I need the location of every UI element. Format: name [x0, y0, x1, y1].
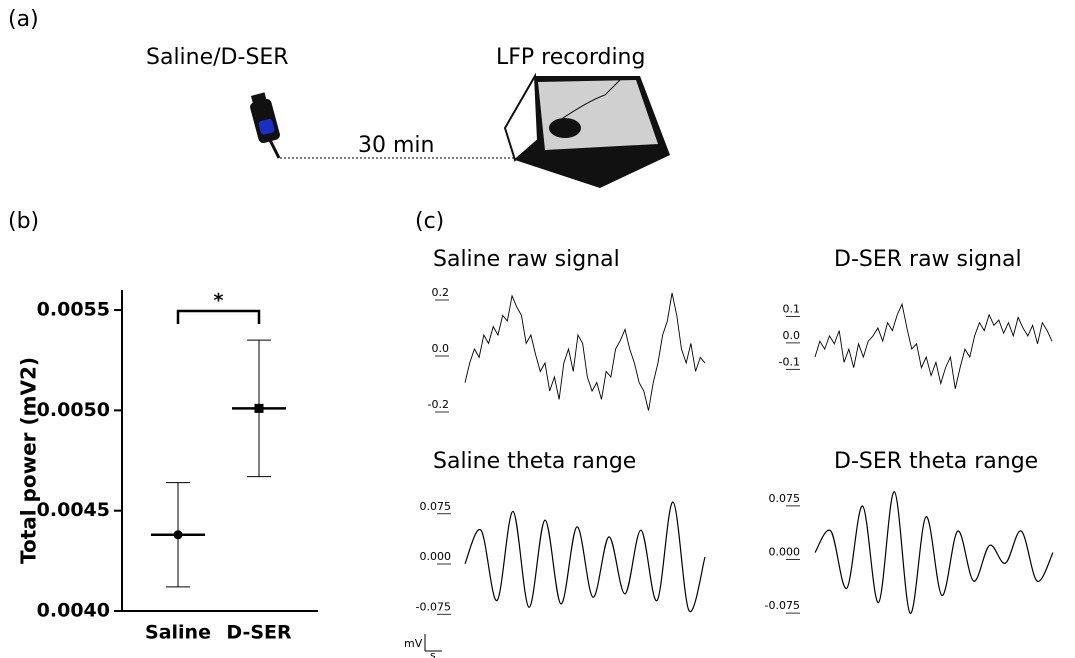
trace-line	[815, 304, 1052, 389]
y-tick-label: 0.000	[769, 546, 801, 559]
marker	[255, 404, 264, 413]
significance-bracket	[178, 311, 259, 324]
trace-line	[465, 293, 705, 411]
trace-line	[465, 502, 705, 612]
scale-unit: mV	[404, 637, 423, 650]
y-axis-label: Total power (mV2)	[17, 357, 41, 564]
y-tick-label: 0.0050	[37, 399, 110, 421]
trace-title: Saline raw signal	[433, 247, 620, 272]
y-tick-label: -0.2	[428, 398, 449, 411]
x-tick-label: D-SER	[226, 622, 292, 644]
figure: (a) (b) (c) Saline/D-SER LFP recording 3…	[0, 0, 1075, 658]
y-tick-label: -0.075	[765, 599, 800, 612]
trace-title: Saline theta range	[433, 449, 636, 474]
y-tick-label: 0.2	[432, 286, 450, 299]
x-tick-label: Saline	[145, 622, 211, 644]
y-tick-label: 0.0045	[37, 499, 110, 521]
panel-label: (a)	[8, 7, 39, 32]
y-tick-label: -0.075	[416, 600, 451, 613]
y-tick-label: 0.0055	[37, 299, 110, 321]
y-tick-label: 0.075	[769, 492, 801, 505]
injection-label: Saline/D-SER	[146, 45, 289, 70]
delay-label: 30 min	[358, 133, 434, 158]
syringe-icon	[249, 92, 281, 158]
y-tick-label: 0.0040	[37, 600, 110, 622]
marker	[174, 530, 183, 539]
trace-line	[815, 492, 1053, 614]
panel-label: (b)	[8, 209, 39, 234]
cage-icon	[505, 76, 670, 188]
scale-unit: s	[430, 649, 436, 658]
y-tick-label: 0.0	[783, 329, 801, 342]
y-tick-label: 0.1	[783, 302, 801, 315]
y-tick-label: 0.0	[432, 342, 450, 355]
trace-title: D-SER raw signal	[834, 247, 1022, 272]
y-tick-label: -0.1	[779, 355, 800, 368]
scale-bar: mV s	[404, 634, 442, 658]
y-tick-label: 0.075	[420, 500, 452, 513]
significance-label: *	[214, 290, 224, 312]
recording-label: LFP recording	[496, 45, 645, 70]
trace-title: D-SER theta range	[834, 449, 1038, 474]
panel-label: (c)	[415, 209, 444, 234]
y-tick-label: 0.000	[420, 550, 452, 563]
